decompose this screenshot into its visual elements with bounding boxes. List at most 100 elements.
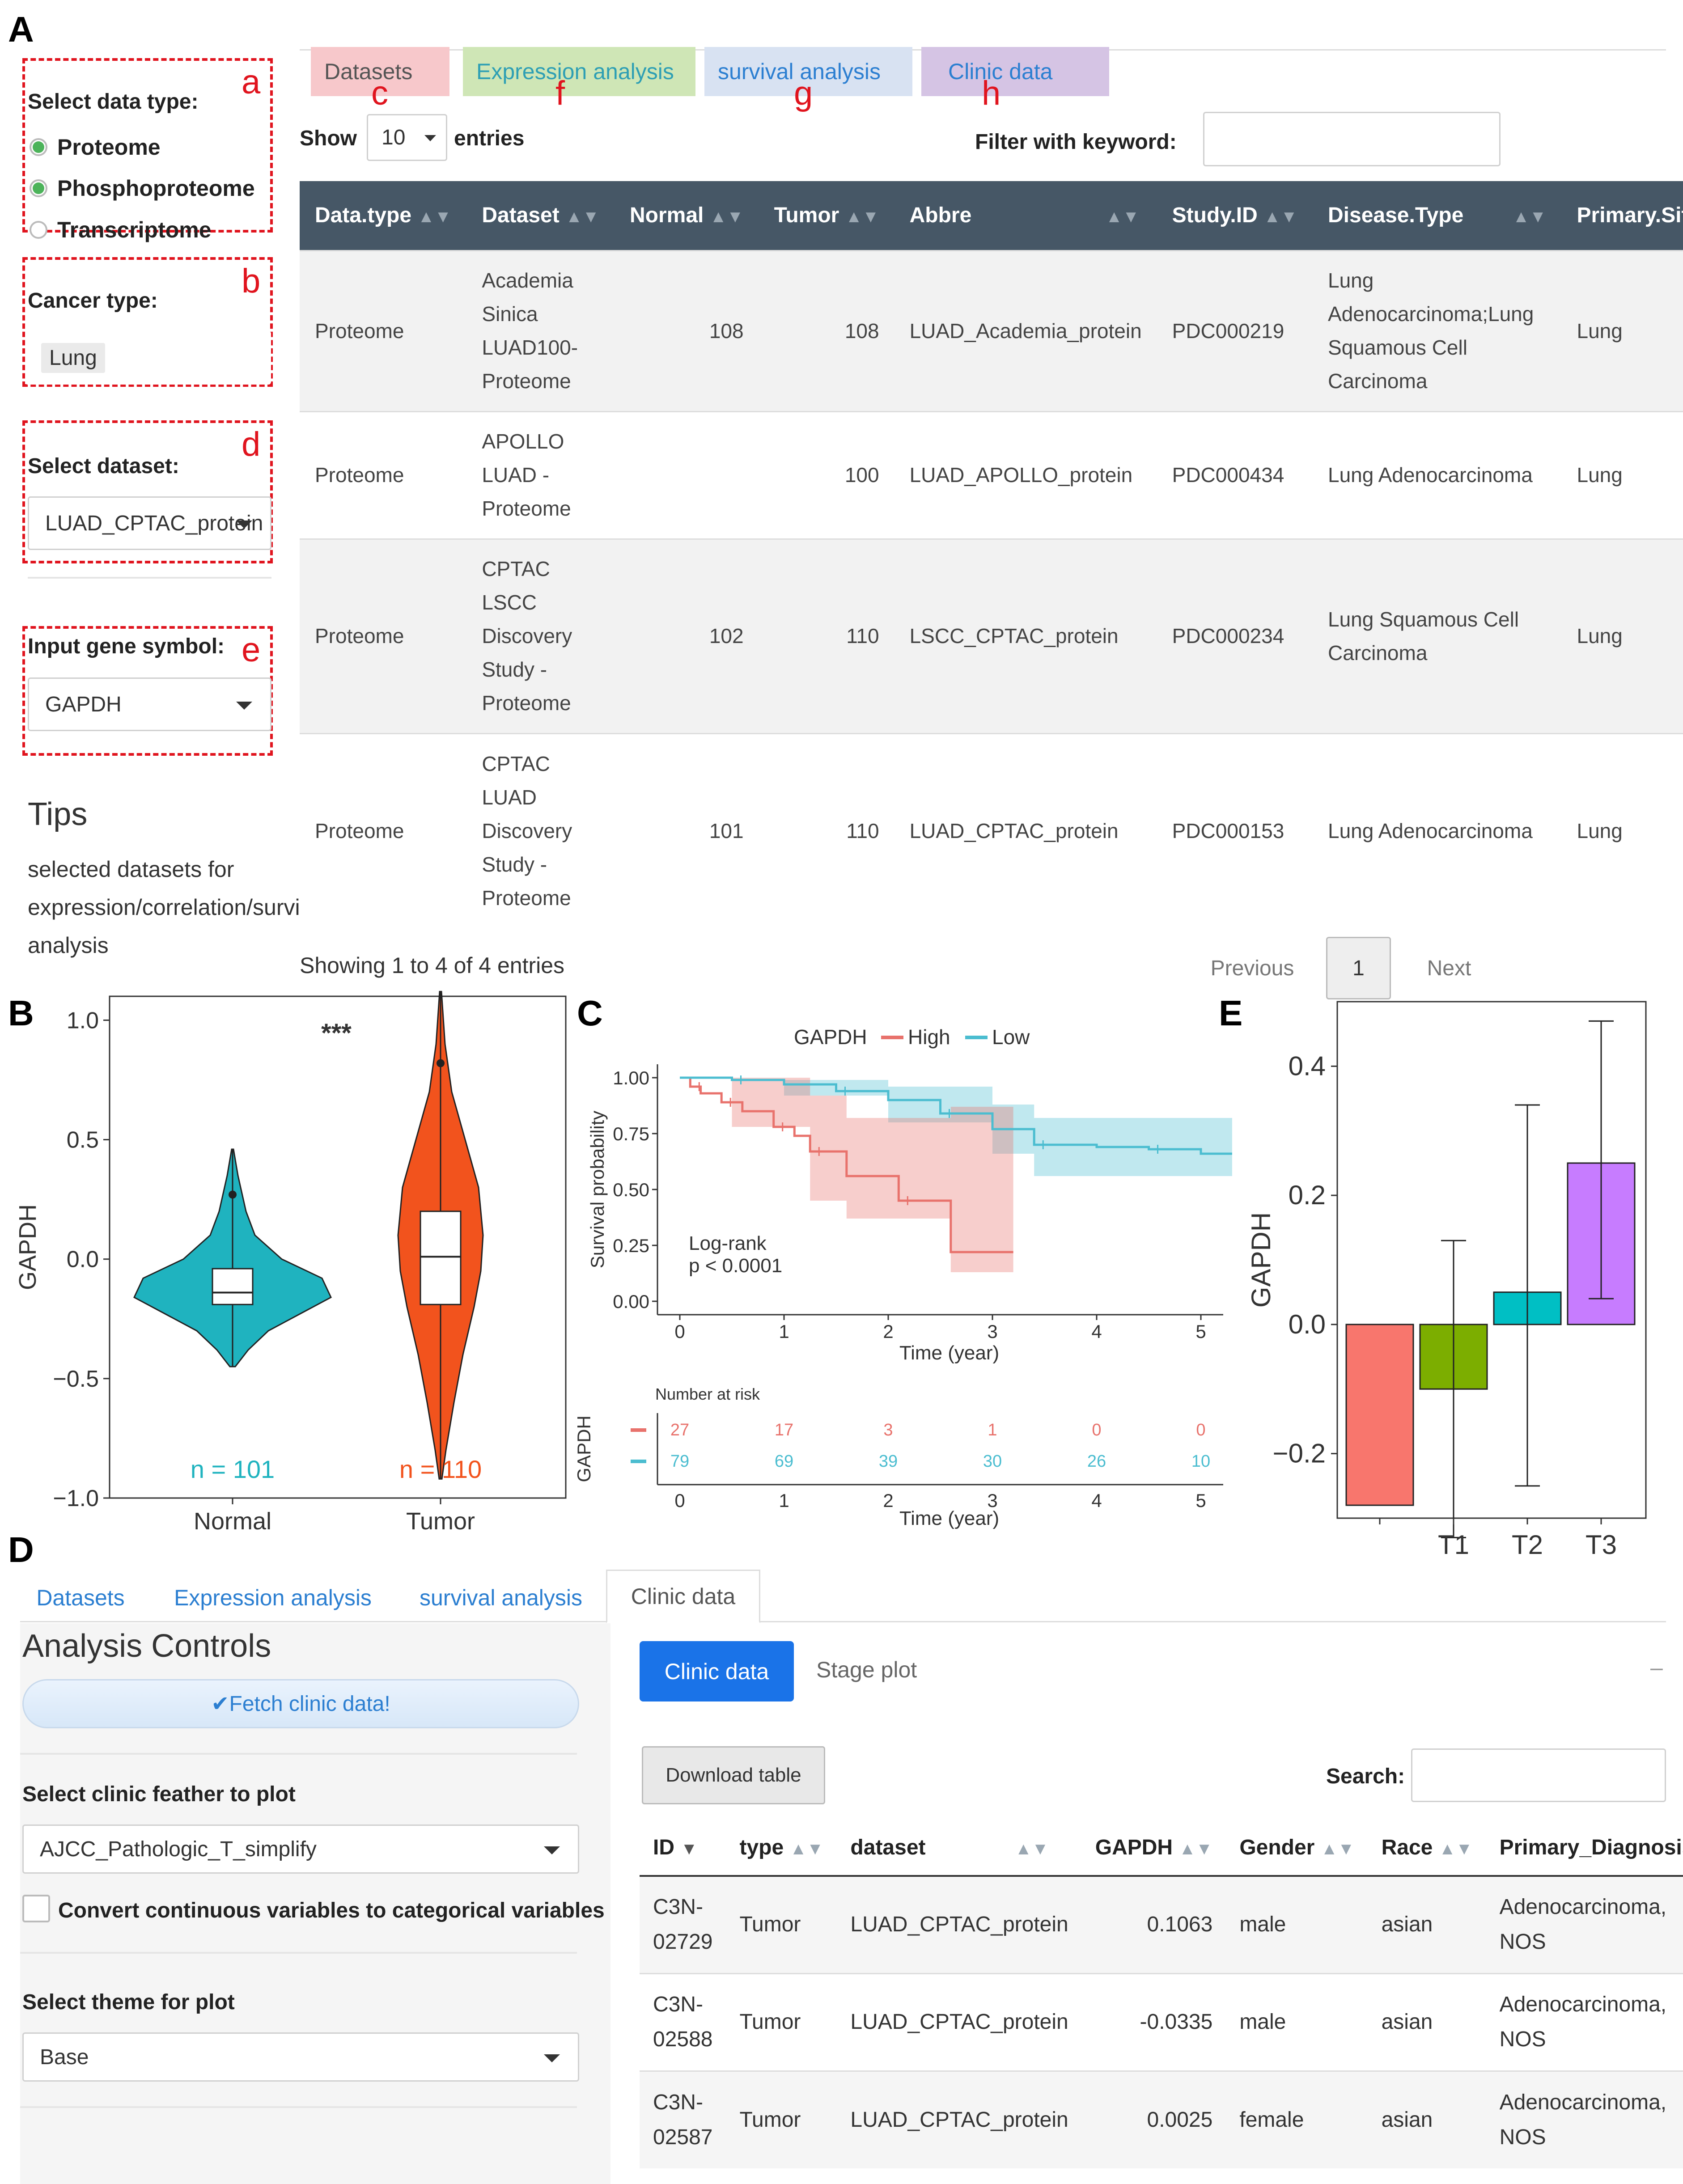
- col-header[interactable]: Dataset ▲▼: [466, 181, 615, 250]
- table-row[interactable]: C3N- 02587 Tumor LUAD_CPTAC_protein 0.0025 fe…: [640, 2070, 1683, 2168]
- next-button[interactable]: Next: [1427, 956, 1471, 980]
- x-tick-label: 2: [883, 1490, 893, 1511]
- n-label: n = 110: [399, 1455, 482, 1483]
- col-header[interactable]: ID ▼: [640, 1820, 726, 1877]
- tab-expression-analysis[interactable]: Expression analysis: [463, 47, 695, 96]
- subtab-clinic-data[interactable]: Clinic data: [640, 1641, 794, 1701]
- annotation-box-a: [22, 58, 273, 233]
- tab-clinic-data[interactable]: Clinic data: [921, 47, 1109, 96]
- cell-normal: [614, 411, 759, 539]
- tab-survival-analysis[interactable]: survival analysis: [704, 47, 912, 96]
- risk-count: 0: [1196, 1421, 1205, 1439]
- annotation-box-b: [22, 257, 273, 387]
- col-header[interactable]: Gender ▲▼: [1226, 1820, 1368, 1877]
- subtab-stage-plot[interactable]: Stage plot: [816, 1657, 917, 1682]
- theme-select[interactable]: Base: [22, 2032, 579, 2082]
- col-header[interactable]: Primary.Site: [1561, 181, 1683, 250]
- cell-primary-site: Lung: [1561, 411, 1683, 539]
- col-header[interactable]: Primary_Diagnosis: [1486, 1820, 1683, 1877]
- table-row[interactable]: C3N- 02729 Tumor LUAD_CPTAC_protein 0.1063 ma…: [640, 1875, 1683, 1973]
- cell-disease-type: Lung Adenocarcinoma: [1313, 411, 1562, 539]
- radio-dot-icon[interactable]: [30, 221, 47, 239]
- radio-dot-icon[interactable]: [30, 138, 47, 156]
- radio-phosphoproteome[interactable]: Phosphoproteome: [30, 175, 255, 201]
- col-header[interactable]: Disease.Type ▲▼: [1313, 181, 1562, 250]
- gene-select[interactable]: GAPDH: [28, 677, 271, 731]
- x-axis-label: Time (year): [899, 1507, 999, 1529]
- y-tick-label: 0.00: [613, 1291, 649, 1312]
- cell-primary-diagnosis: Adenocarcinoma, NOS: [1486, 1875, 1683, 1973]
- sort-icon: ▲▼: [1015, 1840, 1049, 1858]
- annotation-g: g: [794, 74, 813, 112]
- cell-data-type: Proteome: [300, 538, 467, 733]
- cell-gapdh: 0.1063: [1081, 1875, 1226, 1973]
- col-header[interactable]: GAPDH ▲▼: [1081, 1820, 1226, 1877]
- cancer-type-chip[interactable]: Lung: [41, 343, 105, 373]
- minimize-icon[interactable]: –: [1650, 1655, 1663, 1680]
- col-header[interactable]: Abbre ▲▼: [894, 181, 1157, 250]
- table-row[interactable]: Proteome CPTAC LSCC Discovery Study - Proteom…: [300, 538, 1683, 733]
- cell-normal: 108: [614, 250, 759, 411]
- divider: [20, 2106, 577, 2108]
- plot-frame: [109, 995, 567, 1499]
- radio-dot-icon[interactable]: [30, 179, 47, 197]
- table-row[interactable]: Proteome CPTAC LUAD Discovery Study - Proteom…: [300, 732, 1683, 928]
- panel-label-b: B: [8, 993, 34, 1033]
- col-header[interactable]: Race ▲▼: [1368, 1820, 1486, 1877]
- cell-gapdh: -0.0335: [1081, 1972, 1226, 2071]
- tab-datasets[interactable]: Datasets: [36, 1585, 125, 1610]
- cell-primary-site: Lung: [1561, 538, 1683, 733]
- search-input[interactable]: [1411, 1748, 1666, 1802]
- dataset-label: Select dataset:: [28, 454, 179, 478]
- sort-icon: ▲▼: [1439, 1840, 1473, 1858]
- sort-icon: ▲▼: [1263, 207, 1297, 227]
- theme-label: Select theme for plot: [22, 1990, 235, 2014]
- datasets-table: Data.type ▲▼ Dataset ▲▼ Normal ▲▼ Tumor ▲▼ A…: [300, 181, 1683, 928]
- col-header[interactable]: Tumor ▲▼: [759, 181, 894, 250]
- table-row[interactable]: Proteome APOLLO LUAD - Proteome 100 LUAD_APOL…: [300, 411, 1683, 539]
- col-header[interactable]: dataset ▲▼: [837, 1820, 1082, 1877]
- radio-transcriptome[interactable]: Transcriptome: [30, 216, 212, 243]
- cell-gender: female: [1226, 2070, 1368, 2168]
- previous-button[interactable]: Previous: [1210, 956, 1294, 980]
- n-label: n = 101: [191, 1455, 275, 1483]
- x-tick-label: 2: [883, 1321, 893, 1342]
- clinic-feather-value: AJCC_Pathologic_T_simplify: [40, 1837, 317, 1861]
- tab-survival-analysis[interactable]: survival analysis: [419, 1585, 582, 1610]
- cell-data-type: Proteome: [300, 411, 467, 539]
- tab-datasets[interactable]: Datasets: [311, 47, 449, 96]
- table-row[interactable]: Proteome Academia Sinica LUAD100- Proteome 10…: [300, 250, 1683, 411]
- convert-label: Convert continuous variables to categori…: [58, 1899, 605, 1922]
- col-header[interactable]: Study.ID ▲▼: [1157, 181, 1313, 250]
- cell-dataset: APOLLO LUAD - Proteome: [466, 411, 615, 539]
- col-header[interactable]: Normal ▲▼: [614, 181, 759, 250]
- col-header[interactable]: type ▲▼: [726, 1820, 837, 1877]
- panel-label-e: E: [1219, 993, 1243, 1033]
- filter-input[interactable]: [1203, 112, 1501, 166]
- tab-clinic-data[interactable]: Clinic data: [606, 1570, 760, 1623]
- page-1-button[interactable]: 1: [1326, 937, 1391, 999]
- y-tick-label: 0.2: [1289, 1180, 1326, 1210]
- fetch-clinic-data-button[interactable]: ✔Fetch clinic data!: [22, 1679, 579, 1728]
- x-tick-label: 4: [1091, 1490, 1102, 1511]
- table-header-row: ID ▼ type ▲▼ dataset ▲▼ GAPDH ▲▼ Gender ▲▼ Ra…: [640, 1820, 1683, 1877]
- col-header[interactable]: Data.type ▲▼: [300, 181, 467, 250]
- y-tick-label: 0.25: [613, 1235, 649, 1256]
- tab-expression-analysis[interactable]: Expression analysis: [174, 1585, 372, 1610]
- convert-checkbox[interactable]: [22, 1895, 50, 1922]
- cell-primary-site: Lung: [1561, 732, 1683, 928]
- cancer-type-input[interactable]: Lung: [25, 331, 271, 385]
- radio-proteome[interactable]: Proteome: [30, 134, 161, 160]
- table-row[interactable]: C3N- 02588 Tumor LUAD_CPTAC_protein -0.0335 m…: [640, 1972, 1683, 2071]
- download-table-button[interactable]: Download table: [642, 1746, 825, 1804]
- entries-select[interactable]: 10: [367, 114, 447, 161]
- legend-title: GAPDH: [794, 1025, 867, 1049]
- cell-dataset: CPTAC LUAD Discovery Study - Proteome: [466, 732, 615, 928]
- dataset-select[interactable]: LUAD_CPTAC_protein: [28, 496, 271, 550]
- x-tick-label: 3: [987, 1490, 997, 1511]
- cell-dataset: CPTAC LSCC Discovery Study - Proteome: [466, 538, 615, 733]
- y-tick-label: 0.0: [1289, 1309, 1326, 1339]
- clinic-feather-select[interactable]: AJCC_Pathologic_T_simplify: [22, 1824, 579, 1874]
- x-tick-label: Tumor: [406, 1508, 475, 1535]
- sort-icon: ▲▼: [1106, 207, 1140, 227]
